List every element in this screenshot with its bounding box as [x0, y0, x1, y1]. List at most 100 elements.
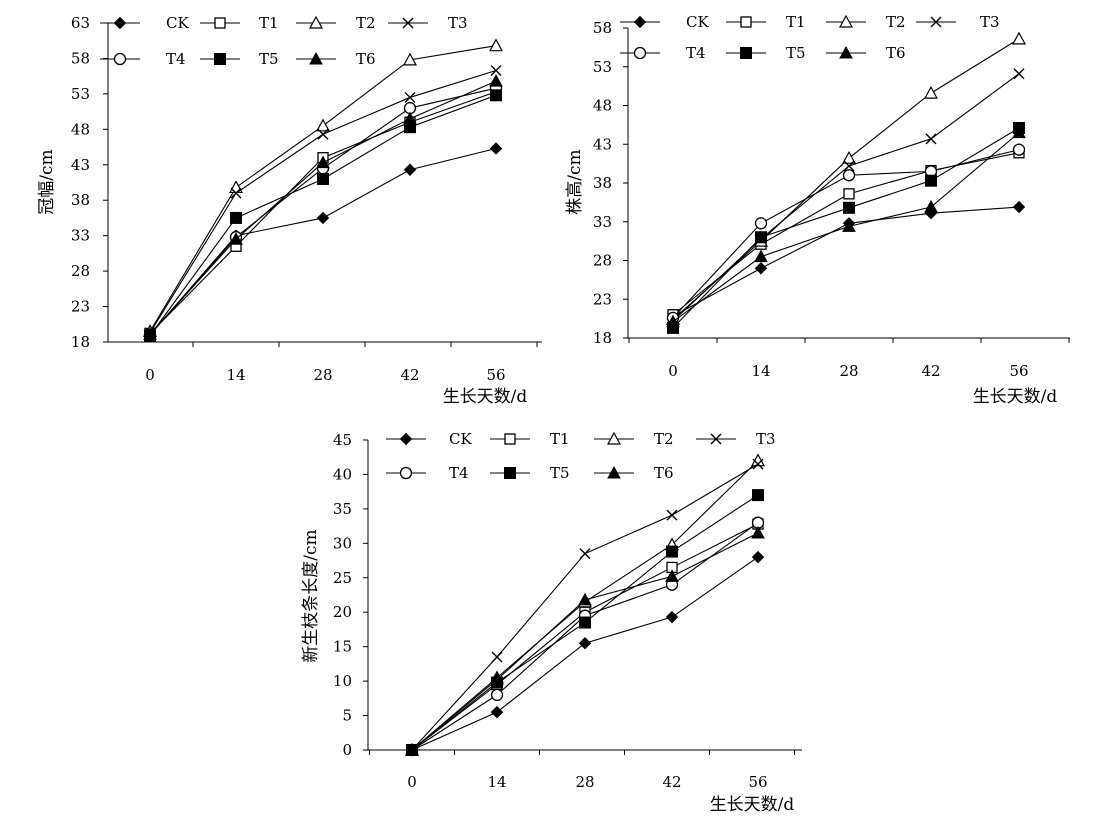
data-point-t2 [923, 85, 939, 99]
data-point-t2 [1011, 31, 1027, 45]
legend-item-t4: T4 [386, 464, 469, 482]
legend-marker [633, 15, 647, 29]
data-point-t3 [317, 128, 329, 140]
data-point-t3 [491, 651, 503, 663]
series-t6 [143, 74, 503, 340]
data-point-t6 [405, 742, 419, 756]
legend-marker [740, 47, 752, 59]
data-point-t6 [842, 219, 856, 232]
data-point-t3 [843, 160, 855, 172]
series-t5 [406, 489, 764, 756]
legend-item-t4: T4 [100, 50, 186, 68]
legend-marker [309, 51, 323, 65]
x-tick-label: 0 [668, 362, 678, 380]
legend-marker [113, 52, 127, 66]
x-tick-label: 28 [839, 362, 858, 380]
legend-item-t3: T3 [916, 13, 1000, 31]
x-tick-label: 14 [226, 366, 245, 384]
y-tick-label: 58 [593, 19, 612, 37]
data-point-t2 [488, 38, 504, 52]
series-t3 [406, 458, 764, 756]
legend-item-t6: T6 [826, 44, 906, 62]
data-point-t3 [404, 91, 416, 103]
series-t3 [144, 65, 502, 339]
series-line-ck [411, 556, 759, 751]
data-point-ck [578, 637, 592, 650]
legend-label: T1 [786, 13, 806, 31]
legend-label: T4 [166, 50, 186, 68]
x-axis-title: 生长天数/d [443, 387, 528, 407]
data-point-t6 [316, 155, 330, 169]
data-point-ck [490, 705, 504, 719]
plant-height-chart: 18 23 28 33 38 43 48 53 58 0 14 28 42 56 生长天数/d 株高/cm CK… [565, 13, 1070, 407]
data-point-t5 [230, 211, 242, 224]
data-point-t3 [490, 65, 502, 76]
legend-marker [214, 53, 226, 65]
x-tick-label: 14 [487, 773, 506, 791]
legend-marker [839, 45, 853, 59]
legend-item-ck: CK [100, 14, 189, 32]
x-tick-label: 42 [662, 773, 681, 791]
x-tick-label: 28 [313, 366, 332, 384]
data-point-t6 [665, 569, 679, 582]
y-tick-label: 63 [71, 14, 90, 32]
data-point-t3 [230, 187, 242, 199]
data-point-t5 [843, 201, 855, 214]
legend-item-t2: T2 [296, 14, 376, 32]
series-t2 [142, 38, 504, 337]
y-tick-label: 10 [333, 672, 352, 690]
y-tick-label: 18 [71, 333, 90, 351]
data-point-t5 [666, 545, 678, 558]
data-point-t1 [843, 188, 855, 200]
legend: CK T1 T2 T3 T4 T5 T6 [386, 430, 776, 482]
y-tick-label: 33 [593, 213, 612, 231]
y-tick-label: 43 [71, 156, 90, 174]
y-tick-label: 30 [333, 534, 352, 552]
x-tick-label: 14 [751, 362, 770, 380]
y-tick-label: 53 [593, 58, 612, 76]
legend-label: T2 [654, 430, 674, 448]
legend-item-t5: T5 [490, 464, 570, 482]
y-tick-label: 18 [593, 329, 612, 347]
legend: CK T1 T2 T3 T4 T5 T6 [100, 14, 468, 68]
legend-label: T5 [550, 464, 570, 482]
legend-marker [399, 432, 413, 446]
series-line-t2 [149, 45, 497, 332]
x-tick-label: 28 [575, 773, 594, 791]
x-axis-title: 生长天数/d [710, 795, 795, 815]
data-point-t6 [403, 111, 417, 125]
data-point-ck [751, 550, 765, 564]
data-point-t2 [315, 118, 331, 132]
y-tick-label: 23 [71, 298, 90, 316]
data-point-t6 [666, 314, 680, 328]
legend-item-t5: T5 [726, 44, 806, 62]
series-ck [666, 200, 1026, 323]
legend-item-t1: T1 [490, 430, 570, 448]
x-tick-label: 0 [407, 773, 417, 791]
y-tick-label: 28 [593, 252, 612, 270]
y-tick-label: 43 [593, 135, 612, 153]
crown-width-chart: 18 23 28 33 38 43 48 53 58 63 0 14 28 42 56 生长天数/d 冠幅/cm… [37, 14, 542, 407]
data-point-t3 [666, 509, 678, 521]
data-point-t4 [842, 169, 856, 182]
legend-marker [308, 15, 324, 29]
data-point-t6 [229, 232, 243, 245]
data-point-t6 [143, 327, 157, 340]
legend-marker [607, 465, 621, 479]
data-point-t3 [925, 133, 937, 145]
data-point-t5 [579, 616, 591, 629]
legend-item-t6: T6 [296, 50, 376, 68]
legend-marker [399, 466, 413, 480]
y-tick-label: 45 [333, 431, 352, 449]
legend-item-t2: T2 [594, 430, 674, 448]
y-tick-label: 48 [593, 97, 612, 115]
data-point-ck [1012, 200, 1026, 214]
x-tick-label: 56 [486, 366, 505, 384]
data-point-ck [403, 163, 417, 176]
legend-marker [504, 433, 516, 445]
y-tick-label: 28 [71, 262, 90, 280]
legend-item-t4: T4 [620, 44, 706, 62]
y-tick-label: 53 [71, 85, 90, 103]
data-point-t3 [1013, 68, 1025, 80]
